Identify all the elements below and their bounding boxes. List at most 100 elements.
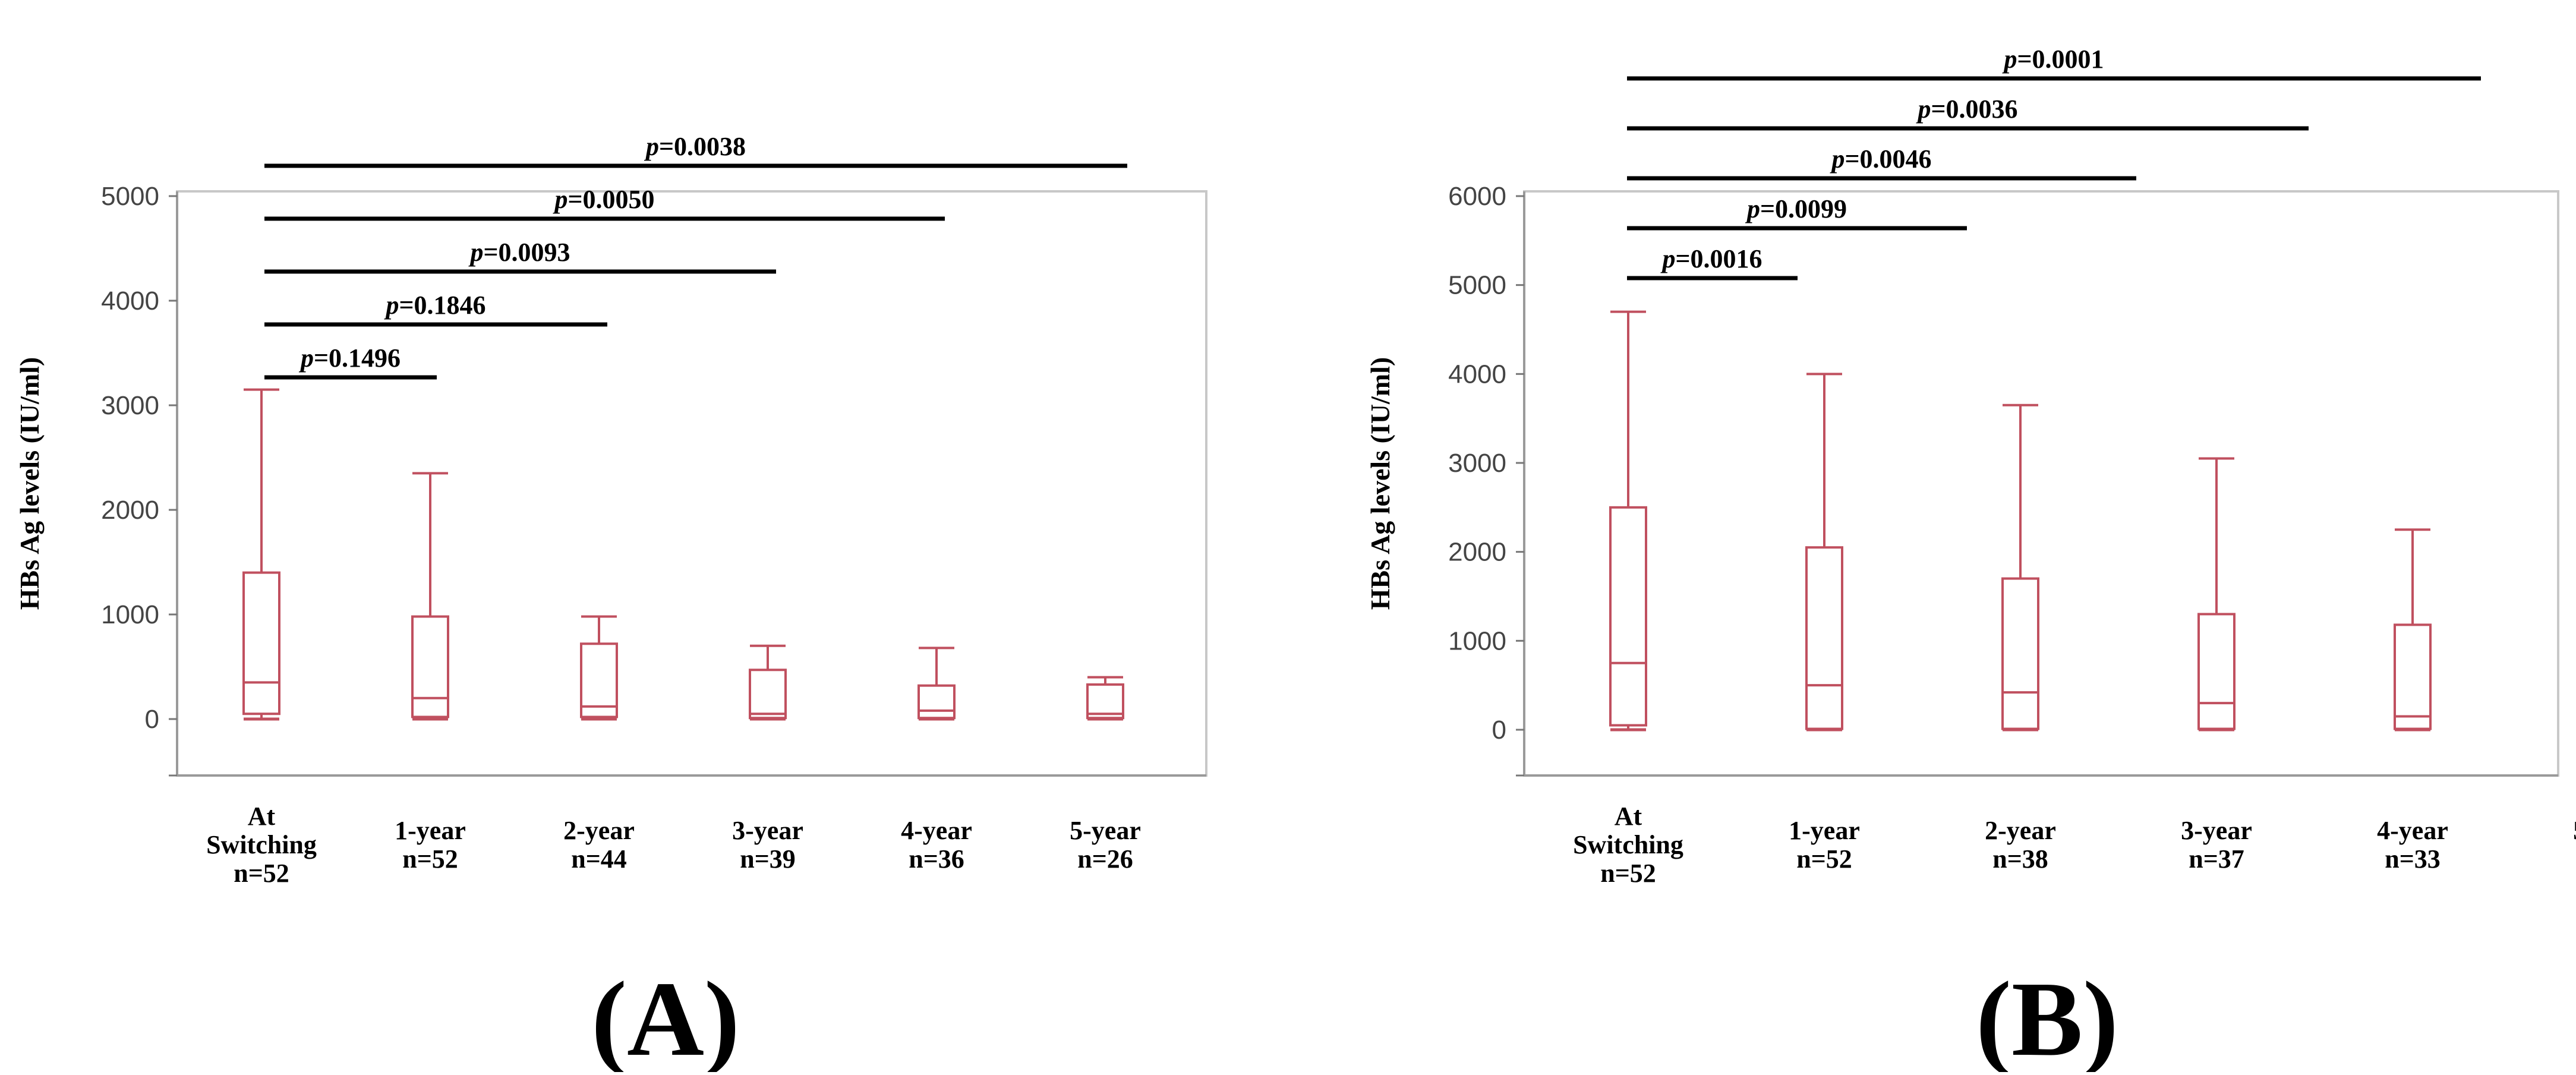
box-iqr xyxy=(1609,506,1647,727)
p-value: =0.1496 xyxy=(314,343,401,373)
p-value: =0.0099 xyxy=(1760,194,1847,223)
box-iqr xyxy=(242,571,280,715)
y-tick-label: 3000 xyxy=(1448,449,1506,478)
p-symbol: p xyxy=(2001,45,2017,74)
p-symbol: p xyxy=(468,238,483,267)
category-label-line: 4-year xyxy=(901,816,972,845)
y-tick-label: 5000 xyxy=(1448,271,1506,300)
p-value: =0.0050 xyxy=(567,185,654,214)
box-iqr xyxy=(2001,577,2039,730)
category-label-line: 3-year xyxy=(2181,816,2252,845)
category-label: 2-year n=44 xyxy=(563,816,635,874)
p-symbol: p xyxy=(1745,194,1760,223)
category-label-line: n=33 xyxy=(2385,844,2441,874)
category-label: 2-year n=38 xyxy=(1985,816,2056,874)
category-label: 4-year n=36 xyxy=(901,816,972,874)
box-3 xyxy=(749,644,787,721)
category-label: 1-year n=52 xyxy=(395,816,466,874)
p-value-label: p=0.0093 xyxy=(468,238,570,267)
p-symbol: p xyxy=(1915,94,1931,124)
y-tick-label: 4000 xyxy=(1448,360,1506,389)
category-label-line: 2-year xyxy=(563,816,635,845)
box-4 xyxy=(2394,528,2432,732)
box-iqr xyxy=(411,615,449,718)
category-label-line: n=44 xyxy=(571,844,627,874)
box-iqr xyxy=(1805,546,1843,730)
category-label-line: 3-year xyxy=(732,816,803,845)
box-0 xyxy=(1609,310,1647,732)
category-label-line: n=52 xyxy=(1600,859,1656,888)
y-tick-label: 6000 xyxy=(1448,182,1506,211)
box-iqr xyxy=(917,684,956,720)
box-iqr xyxy=(749,669,787,720)
p-value: =0.0001 xyxy=(2017,45,2104,74)
plot-frame xyxy=(176,190,1207,777)
y-axis-label: HBs Ag levels (IU/ml) xyxy=(14,357,45,610)
p-value-label: p=0.0016 xyxy=(1660,244,1762,273)
category-label-line: Switching xyxy=(206,830,317,859)
box-4 xyxy=(917,647,956,721)
p-value-label: p=0.0038 xyxy=(644,132,746,161)
y-tick-label: 3000 xyxy=(101,391,159,420)
p-value: =0.0038 xyxy=(659,132,746,161)
p-symbol: p xyxy=(552,185,567,214)
category-label-line: n=38 xyxy=(1992,844,2048,874)
box-5 xyxy=(1086,676,1124,721)
box-2 xyxy=(2001,403,2039,732)
p-value-label: p=0.0050 xyxy=(552,185,654,214)
p-symbol: p xyxy=(644,132,659,161)
y-tick-label: 5000 xyxy=(101,182,159,211)
category-label-line: n=52 xyxy=(234,859,289,888)
category-label-line: 2-year xyxy=(1985,816,2056,845)
p-value: =0.0093 xyxy=(483,238,570,267)
category-label-line: At xyxy=(248,802,276,831)
category-label: 5-year n=26 xyxy=(1070,816,1141,874)
box-1 xyxy=(411,472,449,721)
y-tick-label: 0 xyxy=(1492,715,1506,745)
y-axis-label: HBs Ag levels (IU/ml) xyxy=(1365,357,1395,610)
y-tick-label: 0 xyxy=(145,705,159,734)
box-3 xyxy=(2197,457,2236,732)
p-value-label: p=0.1496 xyxy=(298,343,401,373)
box-2 xyxy=(580,615,618,721)
category-label-line: n=26 xyxy=(1077,844,1133,874)
category-label-line: n=52 xyxy=(402,844,458,874)
category-label: 3-year n=37 xyxy=(2181,816,2252,874)
box-iqr xyxy=(2197,613,2236,730)
y-tick-label: 1000 xyxy=(1448,626,1506,655)
category-label-line: 5-year xyxy=(2573,816,2576,845)
category-label: 4-year n=33 xyxy=(2377,816,2448,874)
y-tick-label: 2000 xyxy=(101,496,159,525)
category-label-line: n=36 xyxy=(909,844,964,874)
p-value-label: p=0.0046 xyxy=(1829,144,1931,174)
p-value: =0.1846 xyxy=(399,291,485,320)
panel-label: (A) xyxy=(591,960,740,1072)
box-1 xyxy=(1805,373,1843,732)
chart-panel-a: 0 1000 2000 3000 4000 5000 HBs Ag levels (IU/m… xyxy=(14,132,1207,1075)
p-value: =0.0036 xyxy=(1931,94,2017,124)
category-label-line: Switching xyxy=(1573,830,1683,859)
p-symbol: p xyxy=(1829,144,1844,174)
p-value-label: p=0.0036 xyxy=(1915,94,2017,124)
category-label-line: n=52 xyxy=(1796,844,1852,874)
p-symbol: p xyxy=(1660,244,1675,273)
chart-panel-b: 0 1000 2000 3000 4000 5000 6000 HBs Ag levels (… xyxy=(1365,45,2576,1075)
category-label-line: 5-year xyxy=(1070,816,1141,845)
category-label: At Switching n=52 xyxy=(1573,802,1683,888)
category-label-line: n=37 xyxy=(2189,844,2244,874)
box-iqr xyxy=(2394,623,2432,730)
p-value-label: p=0.0001 xyxy=(2001,45,2104,74)
p-value: =0.0046 xyxy=(1844,144,1931,174)
p-symbol: p xyxy=(383,291,399,320)
box-0 xyxy=(242,388,280,721)
category-label-line: n=39 xyxy=(740,844,796,874)
p-symbol: p xyxy=(298,343,314,373)
category-label-line: 1-year xyxy=(395,816,466,845)
p-value: =0.0016 xyxy=(1675,244,1762,273)
category-label: 3-year n=39 xyxy=(732,816,803,874)
p-value-label: p=0.0099 xyxy=(1745,194,1847,223)
category-label: 1-year n=52 xyxy=(1789,816,1860,874)
